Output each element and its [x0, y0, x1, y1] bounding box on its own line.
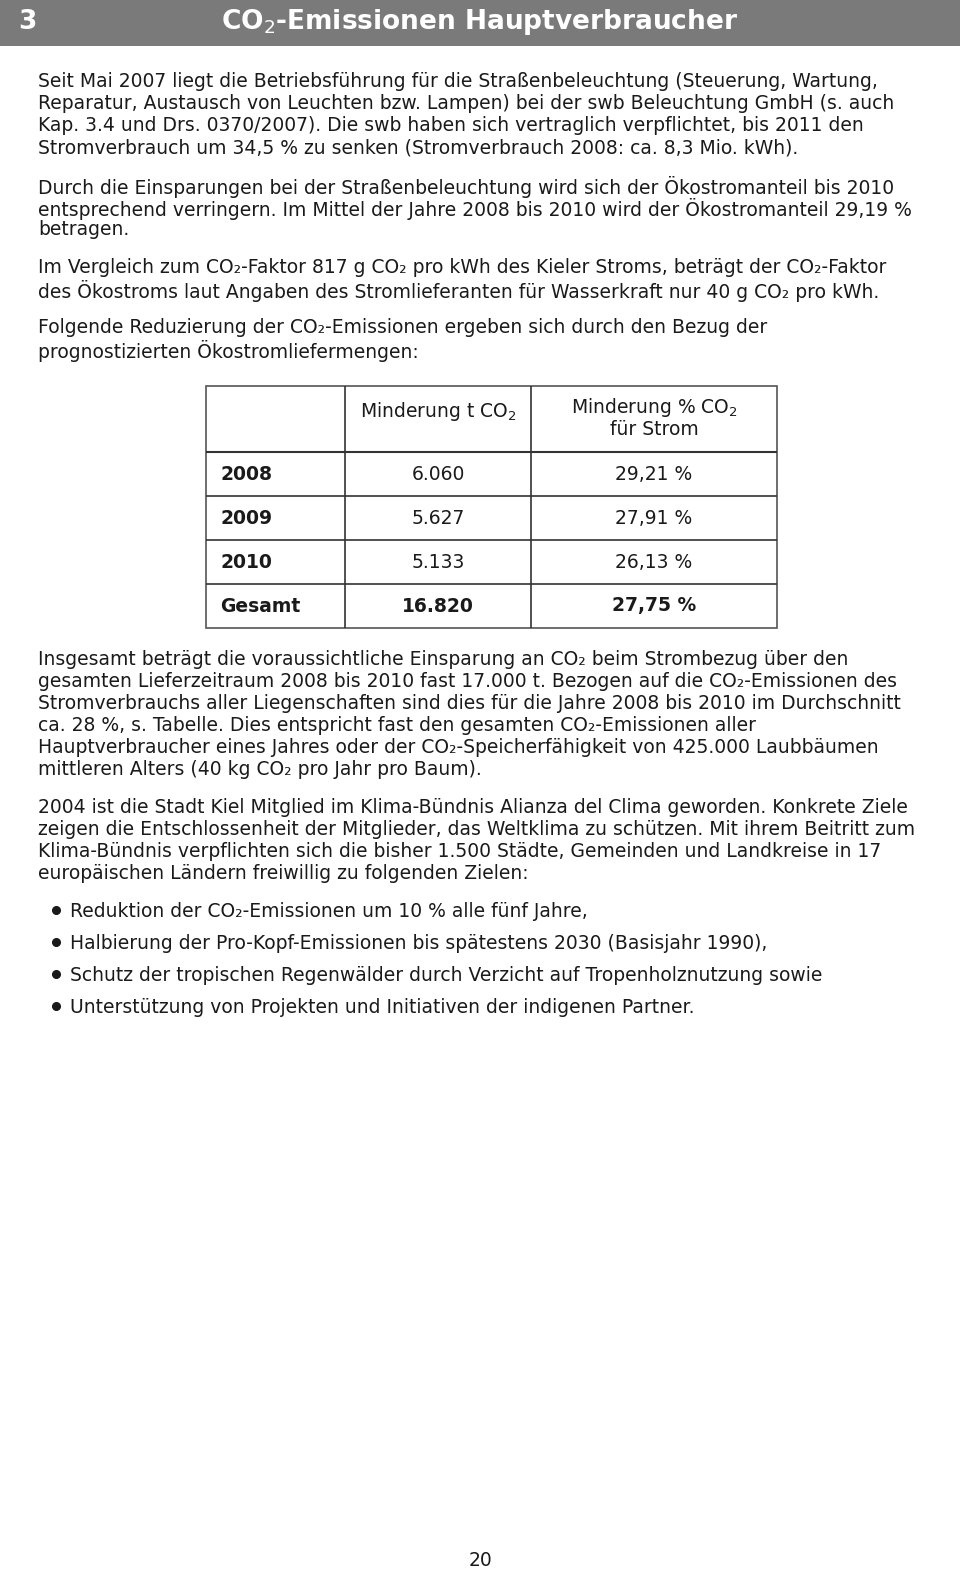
Text: 5.133: 5.133 — [411, 553, 465, 572]
Text: 26,13 %: 26,13 % — [615, 553, 692, 572]
Text: 5.627: 5.627 — [411, 508, 465, 528]
Text: zeigen die Entschlossenheit der Mitglieder, das Weltklima zu schützen. Mit ihrem: zeigen die Entschlossenheit der Mitglied… — [38, 820, 915, 839]
Text: 2004 ist die Stadt Kiel Mitglied im Klima-Bündnis Alianza del Clima geworden. Ko: 2004 ist die Stadt Kiel Mitglied im Klim… — [38, 798, 908, 817]
Text: Folgende Reduzierung der CO₂-Emissionen ergeben sich durch den Bezug der: Folgende Reduzierung der CO₂-Emissionen … — [38, 318, 767, 337]
Text: 27,75 %: 27,75 % — [612, 596, 696, 615]
Text: Seit Mai 2007 liegt die Betriebsführung für die Straßenbeleuchtung (Steuerung, W: Seit Mai 2007 liegt die Betriebsführung … — [38, 72, 877, 91]
Text: des Ökostroms laut Angaben des Stromlieferanten für Wasserkraft nur 40 g CO₂ pro: des Ökostroms laut Angaben des Stromlief… — [38, 280, 879, 302]
Text: 2008: 2008 — [220, 464, 272, 483]
Text: 20: 20 — [468, 1551, 492, 1570]
Text: 29,21 %: 29,21 % — [615, 464, 692, 483]
Text: 2010: 2010 — [220, 553, 272, 572]
Text: 2009: 2009 — [220, 508, 272, 528]
Text: CO$_2$-Emissionen Hauptverbraucher: CO$_2$-Emissionen Hauptverbraucher — [222, 6, 738, 37]
Text: 16.820: 16.820 — [402, 596, 474, 615]
Text: Minderung t CO$_2$: Minderung t CO$_2$ — [360, 400, 516, 423]
Text: 27,91 %: 27,91 % — [615, 508, 692, 528]
Text: Reduktion der CO₂-Emissionen um 10 % alle fünf Jahre,: Reduktion der CO₂-Emissionen um 10 % all… — [70, 903, 588, 922]
Text: Klima-Bündnis verpflichten sich die bisher 1.500 Städte, Gemeinden und Landkreis: Klima-Bündnis verpflichten sich die bish… — [38, 842, 881, 861]
Text: Unterstützung von Projekten und Initiativen der indigenen Partner.: Unterstützung von Projekten und Initiati… — [70, 998, 694, 1017]
Text: gesamten Lieferzeitraum 2008 bis 2010 fast 17.000 t. Bezogen auf die CO₂-Emissio: gesamten Lieferzeitraum 2008 bis 2010 fa… — [38, 672, 897, 691]
Text: ca. 28 %, s. Tabelle. Dies entspricht fast den gesamten CO₂-Emissionen aller: ca. 28 %, s. Tabelle. Dies entspricht fa… — [38, 717, 756, 736]
Text: Hauptverbraucher eines Jahres oder der CO₂-Speicherfähigkeit von 425.000 Laubbäu: Hauptverbraucher eines Jahres oder der C… — [38, 737, 878, 756]
Text: mittleren Alters (40 kg CO₂ pro Jahr pro Baum).: mittleren Alters (40 kg CO₂ pro Jahr pro… — [38, 760, 482, 779]
Text: Im Vergleich zum CO₂-Faktor 817 g CO₂ pro kWh des Kieler Stroms, beträgt der CO₂: Im Vergleich zum CO₂-Faktor 817 g CO₂ pr… — [38, 257, 886, 276]
Text: Insgesamt beträgt die voraussichtliche Einsparung an CO₂ beim Strombezug über de: Insgesamt beträgt die voraussichtliche E… — [38, 650, 849, 669]
Text: europäischen Ländern freiwillig zu folgenden Zielen:: europäischen Ländern freiwillig zu folge… — [38, 864, 529, 883]
Text: 6.060: 6.060 — [411, 464, 465, 483]
Text: für Strom: für Strom — [610, 419, 698, 439]
Text: Reparatur, Austausch von Leuchten bzw. Lampen) bei der swb Beleuchtung GmbH (s. : Reparatur, Austausch von Leuchten bzw. L… — [38, 94, 895, 113]
Text: prognostizierten Ökostromliefermengen:: prognostizierten Ökostromliefermengen: — [38, 340, 419, 362]
Text: Stromverbrauchs aller Liegenschaften sind dies für die Jahre 2008 bis 2010 im Du: Stromverbrauchs aller Liegenschaften sin… — [38, 694, 900, 713]
Text: Kap. 3.4 und Drs. 0370/2007). Die swb haben sich vertraglich verpflichtet, bis 2: Kap. 3.4 und Drs. 0370/2007). Die swb ha… — [38, 116, 864, 135]
Text: Gesamt: Gesamt — [220, 596, 300, 615]
Text: entsprechend verringern. Im Mittel der Jahre 2008 bis 2010 wird der Ökostromante: entsprechend verringern. Im Mittel der J… — [38, 199, 912, 219]
Text: 3: 3 — [18, 10, 36, 35]
Text: Durch die Einsparungen bei der Straßenbeleuchtung wird sich der Ökostromanteil b: Durch die Einsparungen bei der Straßenbe… — [38, 176, 894, 199]
Text: Minderung % CO$_2$: Minderung % CO$_2$ — [570, 396, 737, 419]
Text: Halbierung der Pro-Kopf-Emissionen bis spätestens 2030 (Basisjahr 1990),: Halbierung der Pro-Kopf-Emissionen bis s… — [70, 934, 767, 953]
Text: betragen.: betragen. — [38, 219, 130, 238]
Bar — [206, 386, 777, 628]
Bar — [0, 0, 960, 46]
Text: Stromverbrauch um 34,5 % zu senken (Stromverbrauch 2008: ca. 8,3 Mio. kWh).: Stromverbrauch um 34,5 % zu senken (Stro… — [38, 138, 799, 157]
Text: Schutz der tropischen Regenwälder durch Verzicht auf Tropenholznutzung sowie: Schutz der tropischen Regenwälder durch … — [70, 966, 823, 985]
